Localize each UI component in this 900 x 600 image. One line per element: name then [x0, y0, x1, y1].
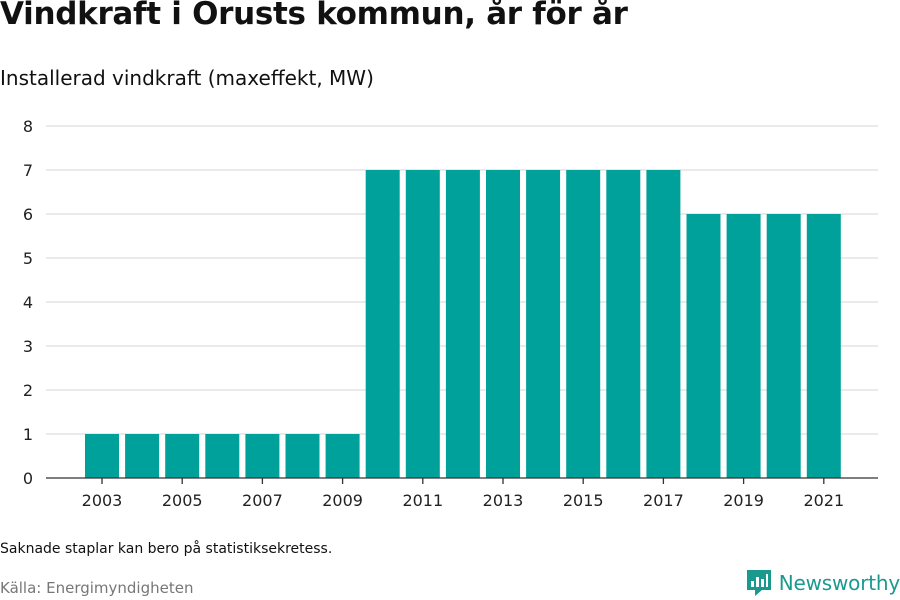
x-tick-label: 2011	[402, 491, 443, 510]
y-axis-ticks: 0 1 2 3 4 5 6 7 8	[23, 117, 33, 488]
bar	[726, 214, 761, 478]
source-text: Källa: Energimyndigheten	[0, 579, 194, 597]
bar	[686, 214, 721, 478]
bar	[205, 434, 240, 478]
y-tick-label: 0	[23, 469, 33, 488]
chart-subtitle: Installerad vindkraft (maxeffekt, MW)	[0, 66, 374, 90]
bars	[85, 170, 841, 478]
x-tick-label: 2007	[242, 491, 283, 510]
bar	[405, 170, 440, 478]
bar	[245, 434, 280, 478]
footnote: Saknade staplar kan bero på statistiksek…	[0, 541, 333, 557]
bar	[165, 434, 200, 478]
y-tick-label: 1	[23, 425, 33, 444]
y-tick-label: 8	[23, 117, 33, 136]
bar	[606, 170, 641, 478]
bar	[445, 170, 480, 478]
chart-title: Vindkraft i Orusts kommun, år för år	[0, 0, 628, 32]
y-tick-label: 5	[23, 249, 33, 268]
x-tick-label: 2003	[82, 491, 123, 510]
bar	[365, 170, 400, 478]
y-tick-label: 3	[23, 337, 33, 356]
bar	[526, 170, 561, 478]
newsworthy-logo-icon	[746, 570, 771, 596]
x-tick-label: 2009	[322, 491, 363, 510]
bar	[486, 170, 520, 478]
bar	[766, 214, 801, 478]
x-axis-ticks: 2003 2005 2007 2009 2011 2013 2015 2017 2019 2021	[82, 478, 844, 510]
bar	[285, 434, 320, 478]
x-tick-label: 2005	[162, 491, 203, 510]
bar	[566, 170, 601, 478]
x-tick-label: 2019	[723, 491, 764, 510]
y-tick-label: 7	[23, 161, 33, 180]
x-tick-label: 2013	[483, 491, 524, 510]
brand-logo[interactable]: Newsworthy	[745, 568, 900, 598]
y-tick-label: 4	[23, 293, 33, 312]
bar	[125, 434, 160, 478]
bar	[646, 170, 681, 478]
x-tick-label: 2021	[803, 491, 844, 510]
x-tick-label: 2015	[563, 491, 604, 510]
brand-name: Newsworthy	[778, 571, 900, 595]
bar	[806, 214, 841, 478]
x-tick-label: 2017	[643, 491, 684, 510]
y-tick-label: 2	[23, 381, 33, 400]
bar	[325, 434, 360, 478]
y-tick-label: 6	[23, 205, 33, 224]
bar	[85, 434, 119, 478]
